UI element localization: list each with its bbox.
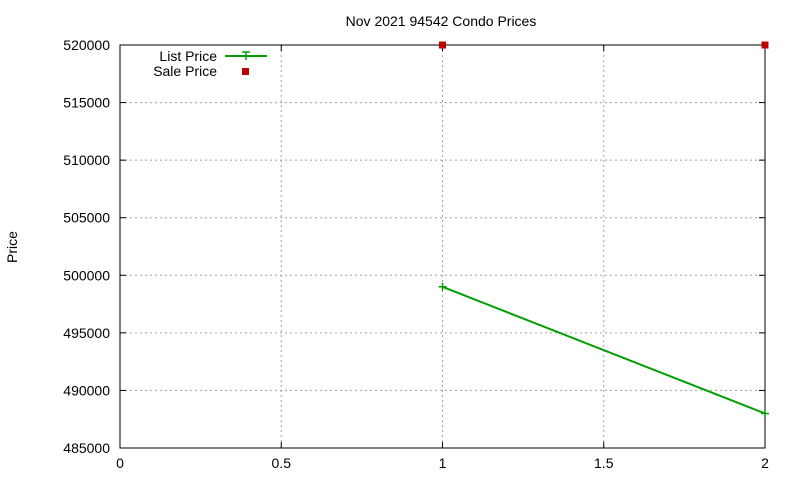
y-tick-label-7: 520000: [63, 37, 110, 53]
sale-price-point-0: [439, 41, 446, 49]
x-tick-label-0: 0: [116, 455, 124, 471]
y-tick-label-3: 500000: [63, 267, 110, 283]
x-tick-label-1: 0.5: [272, 455, 292, 471]
y-tick-label-6: 515000: [63, 95, 110, 111]
legend-label-list-price: List Price: [159, 48, 217, 64]
y-tick-label-5: 510000: [63, 152, 110, 168]
list-price-point-1: [761, 409, 769, 418]
y-tick-label-4: 505000: [63, 210, 110, 226]
legend: List Price Sale Price: [153, 48, 267, 79]
legend-label-sale-price: Sale Price: [153, 63, 217, 79]
sale-price-point-1: [761, 41, 769, 49]
grid: [120, 45, 765, 448]
x-tick-label-2: 1: [439, 455, 447, 471]
y-tick-label-1: 490000: [63, 382, 110, 398]
x-tick-label-4: 2: [761, 455, 769, 471]
legend-marker-list-price: [242, 51, 250, 60]
series: [438, 41, 769, 418]
axis-ticks: 0 0.5 1 1.5 2 485000 490000 495000 500000 505000 5…: [63, 37, 769, 471]
x-tick-label-3: 1.5: [594, 455, 614, 471]
y-tick-label-2: 495000: [63, 325, 110, 341]
y-tick-label-0: 485000: [63, 440, 110, 456]
chart-title: Nov 2021 94542 Condo Prices: [346, 13, 537, 29]
list-price-point-0: [438, 282, 447, 291]
list-price-line: [442, 285, 766, 415]
y-axis-label: Price: [4, 231, 20, 263]
legend-marker-sale-price: [242, 68, 249, 75]
